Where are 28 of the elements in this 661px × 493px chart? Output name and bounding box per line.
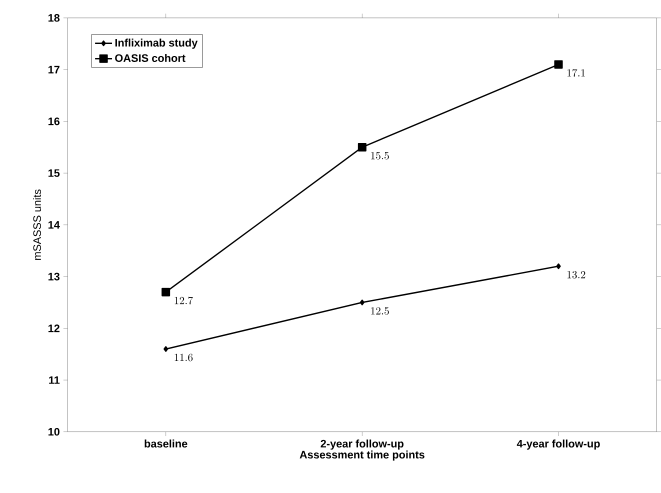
data-label: 13.2 [567, 270, 586, 278]
y-tick-label: 16 [48, 117, 60, 125]
x-axis-title: Assessment time points [300, 450, 424, 460]
point [360, 299, 364, 306]
point [358, 142, 366, 152]
y-tick-label: 12 [48, 324, 60, 332]
point [162, 288, 170, 296]
data-label: 12.7 [174, 296, 193, 304]
x-tick-label: 4-year follow-up [516, 439, 600, 450]
point [554, 60, 563, 68]
legend-label: Infliximab study [115, 38, 198, 49]
point [556, 263, 561, 269]
y-tick-label: 18 [48, 14, 60, 22]
legend-label: OASIS cohort [115, 54, 186, 62]
y-tick-label: 14 [48, 220, 60, 228]
data-label: 15.5 [371, 152, 389, 160]
y-tick-label: 17 [48, 66, 60, 74]
y-tick-label: 15 [48, 169, 60, 177]
data-label: 17. 1 [567, 68, 585, 76]
x-tick-label: 2-year follow-up [320, 439, 404, 450]
data-label: 12.5 [371, 306, 389, 314]
y-tick-label: 11 [49, 376, 60, 384]
x-tick-label: baseline [144, 439, 188, 448]
point [164, 346, 168, 352]
y-axis-title: mSASSS units [32, 189, 41, 260]
data-label: 11 .6 [174, 354, 193, 362]
y-tick-label: 13 [48, 272, 60, 280]
y-tick-label: 10 [48, 428, 60, 436]
